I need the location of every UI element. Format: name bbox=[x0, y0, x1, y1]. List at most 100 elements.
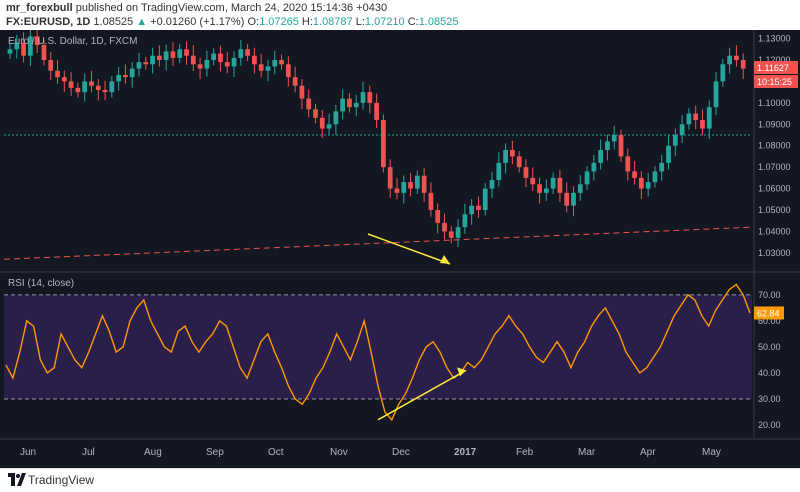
candle-body bbox=[584, 171, 590, 185]
time-tick-label: May bbox=[702, 447, 721, 458]
close-label: C: bbox=[407, 16, 419, 28]
rsi-tick-label: 30.00 bbox=[758, 394, 781, 404]
countdown-tag bbox=[754, 74, 798, 88]
candle-body bbox=[523, 167, 529, 178]
candle-body bbox=[95, 85, 101, 90]
rsi-tick-label: 20.00 bbox=[758, 420, 781, 430]
candle-body bbox=[374, 102, 379, 120]
price-tick-label: 1.09000 bbox=[758, 119, 791, 129]
candle-body bbox=[170, 51, 176, 58]
rsi-last-label: 62.84 bbox=[757, 308, 780, 318]
candle-body bbox=[550, 177, 556, 189]
candle-body bbox=[605, 141, 610, 150]
candle-body bbox=[577, 184, 583, 193]
candle-body bbox=[7, 49, 13, 54]
time-tick-label: Sep bbox=[206, 447, 224, 458]
time-tick-label: Apr bbox=[640, 447, 656, 458]
chart-svg[interactable]: Euro / U.S. Dollar, 1D, FXCM RSI (14, clo… bbox=[0, 30, 800, 468]
candle-body bbox=[306, 98, 312, 110]
candle-body bbox=[150, 55, 155, 65]
low-label: L: bbox=[355, 16, 365, 28]
candle-body bbox=[672, 135, 678, 146]
symbol-info: FX:EURUSD, 1D 1.08525 ▲ +0.01260 (+1.17%… bbox=[6, 16, 459, 28]
candle-body bbox=[258, 64, 264, 71]
candle-body bbox=[442, 222, 447, 232]
candle-body bbox=[136, 62, 142, 69]
candle-body bbox=[625, 156, 631, 172]
candle-body bbox=[652, 171, 658, 183]
candle-body bbox=[679, 124, 685, 135]
low-value: 1.07210 bbox=[364, 16, 405, 28]
time-tick-label: Jun bbox=[20, 447, 36, 458]
candle-body bbox=[109, 81, 115, 93]
last-price: 1.08525 bbox=[93, 16, 134, 28]
time-tick-label: 2017 bbox=[454, 447, 477, 458]
candle-body bbox=[245, 49, 250, 56]
candle-body bbox=[123, 75, 128, 78]
candle-body bbox=[421, 175, 427, 193]
open-value: 1.07265 bbox=[259, 16, 299, 28]
candle-body bbox=[394, 188, 400, 193]
publish-info: mr_forexbull published on TradingView.co… bbox=[6, 2, 387, 14]
candle-body bbox=[184, 49, 189, 56]
countdown-label: 10:15:25 bbox=[757, 77, 792, 87]
candle-body bbox=[489, 180, 495, 189]
candle-body bbox=[27, 36, 33, 56]
price-tick-label: 1.13000 bbox=[758, 34, 791, 44]
candle-body bbox=[639, 177, 644, 189]
up-arrow-line bbox=[377, 369, 467, 421]
price-pane-title: Euro / U.S. Dollar, 1D, FXCM bbox=[8, 36, 137, 47]
high-label: H: bbox=[301, 16, 313, 28]
candle-body bbox=[102, 90, 108, 93]
candle-body bbox=[516, 156, 522, 168]
price-tick-label: 1.03000 bbox=[758, 248, 791, 258]
open-label: O: bbox=[247, 16, 260, 28]
rsi-last-tag bbox=[754, 306, 784, 320]
price-tick-label: 1.04000 bbox=[758, 226, 791, 236]
price-tick-label: 1.05000 bbox=[758, 205, 791, 215]
candle-body bbox=[340, 98, 346, 112]
candle-body bbox=[163, 51, 169, 60]
time-tick-label: Dec bbox=[392, 447, 410, 458]
trendline bbox=[3, 226, 753, 260]
time-tick-label: Jul bbox=[82, 447, 95, 458]
header: mr_forexbull published on TradingView.co… bbox=[0, 0, 800, 30]
author-name[interactable]: mr_forexbull bbox=[6, 2, 73, 14]
candle-body bbox=[659, 162, 665, 172]
publish-text: published on TradingView.com, March 24, … bbox=[75, 2, 388, 14]
candle-body bbox=[48, 60, 54, 71]
candle-body bbox=[285, 64, 291, 78]
brand-text[interactable]: TradingView bbox=[28, 473, 95, 487]
candle-body bbox=[645, 182, 651, 189]
candle-body bbox=[129, 68, 135, 78]
rsi-tick-label: 50.00 bbox=[758, 342, 781, 352]
candle-body bbox=[68, 81, 74, 88]
candle-body bbox=[211, 53, 217, 60]
candle-body bbox=[537, 184, 542, 193]
candle-body bbox=[700, 120, 705, 129]
candle-body bbox=[727, 55, 733, 65]
candle-body bbox=[319, 117, 325, 129]
candle-body bbox=[381, 120, 386, 168]
candle-body bbox=[265, 66, 271, 71]
candle-body bbox=[435, 210, 441, 223]
rsi-tick-label: 60.00 bbox=[758, 316, 781, 326]
candle-body bbox=[82, 81, 88, 93]
candle-body bbox=[238, 49, 244, 58]
candle-body bbox=[177, 49, 183, 58]
candle-body bbox=[428, 192, 434, 210]
tradingview-logo-icon[interactable] bbox=[8, 473, 26, 487]
change-value: +0.01260 (+1.17%) bbox=[150, 16, 245, 28]
candle-body bbox=[360, 92, 366, 103]
up-triangle-icon: ▲ bbox=[136, 16, 148, 28]
candle-body bbox=[571, 192, 576, 206]
candle-body bbox=[347, 98, 352, 108]
candle-body bbox=[252, 55, 257, 65]
candle-body bbox=[455, 227, 461, 238]
chart-area[interactable]: Euro / U.S. Dollar, 1D, FXCM RSI (14, clo… bbox=[0, 30, 800, 468]
rsi-pane-title: RSI (14, close) bbox=[8, 278, 74, 289]
candle-body bbox=[706, 107, 712, 129]
high-value: 1.08787 bbox=[312, 16, 353, 28]
price-tick-label: 1.06000 bbox=[758, 184, 791, 194]
candle-body bbox=[231, 57, 237, 67]
